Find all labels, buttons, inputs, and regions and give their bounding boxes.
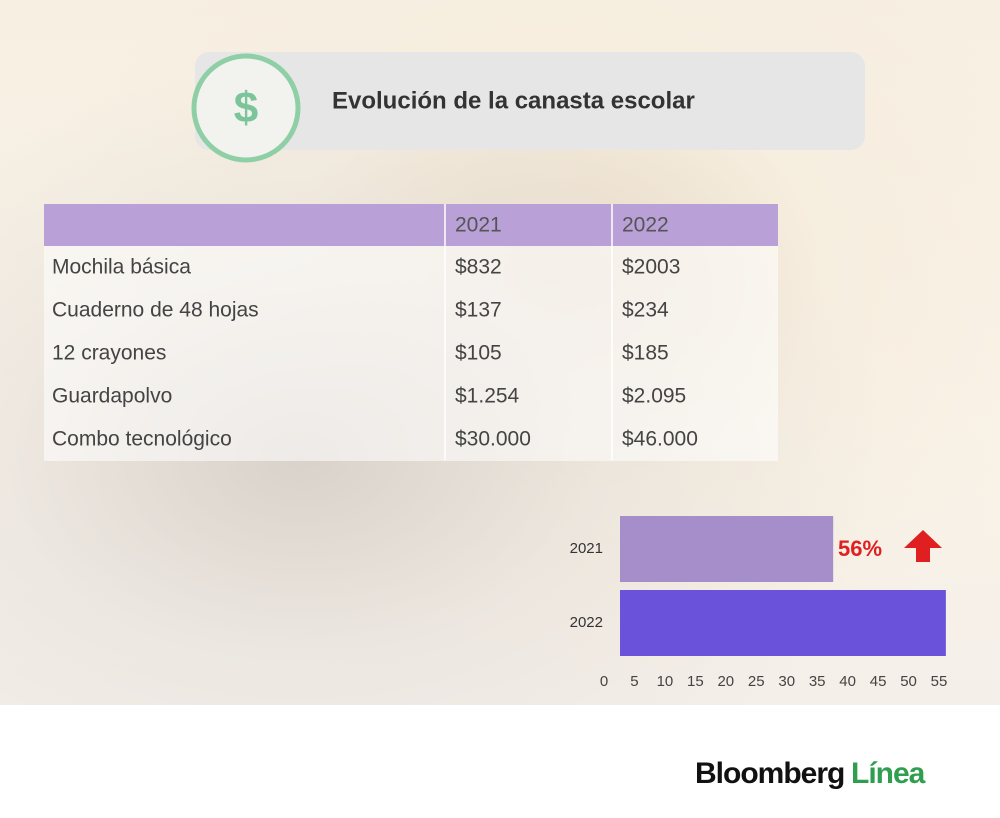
y-tick-label: 2021 [570, 540, 603, 557]
column-header: 2021 [455, 214, 502, 237]
price-cell: $105 [455, 342, 502, 365]
price-cell: $30.000 [455, 428, 531, 451]
price-cell: $46.000 [622, 428, 698, 451]
x-tick-label: 50 [900, 673, 917, 690]
bar [620, 516, 834, 582]
price-cell: $2003 [622, 256, 680, 279]
arrow-icon [904, 530, 942, 562]
price-cell: $137 [455, 299, 502, 322]
price-cell: $2.095 [622, 385, 686, 408]
x-tick-label: 55 [931, 673, 948, 690]
price-cell: $832 [455, 256, 502, 279]
x-tick-label: 10 [657, 673, 674, 690]
icon: $ [234, 84, 258, 133]
x-tick-label: 5 [630, 673, 638, 690]
x-tick-label: 35 [809, 673, 826, 690]
table-row [44, 418, 778, 461]
y-tick-label: 2022 [570, 614, 603, 631]
chart: 0 5 10 15 20 25 30 35 40 45 50 55 2021 2022 56% [570, 516, 948, 690]
price-cell: $234 [622, 299, 669, 322]
brand-suffix: Línea [851, 757, 926, 790]
icon-circle [191, 53, 301, 163]
x-tick-label: 15 [687, 673, 704, 690]
item-cell: Mochila básica [52, 256, 191, 279]
table-row [44, 289, 778, 332]
table: 2021 2022 Mochila básica $832 $2003 Cuaderno … [44, 214, 778, 461]
column-header: 2022 [622, 214, 669, 237]
title: Evolución de la canasta escolar [332, 87, 695, 114]
price-cell: $1.254 [455, 385, 520, 408]
item-cell: Combo tecnológico [52, 428, 232, 451]
x-tick-label: 20 [717, 673, 734, 690]
bar [620, 590, 946, 656]
table-header [44, 204, 778, 246]
x-tick-label: 30 [778, 673, 795, 690]
item-cell: Cuaderno de 48 hojas [52, 299, 259, 322]
annotation: 56% [838, 536, 882, 561]
table-row [44, 375, 778, 418]
price-cell: $185 [622, 342, 669, 365]
x-tick-label: 45 [870, 673, 887, 690]
brand-name: Bloomberg [695, 757, 844, 790]
table-row [44, 332, 778, 375]
header-box [195, 52, 865, 150]
item-cell: 12 crayones [52, 342, 166, 365]
item-cell: Guardapolvo [52, 385, 172, 408]
x-tick-label: 0 [600, 673, 608, 690]
x-tick-label: 25 [748, 673, 765, 690]
x-tick-label: 40 [839, 673, 856, 690]
table-row [44, 246, 778, 289]
